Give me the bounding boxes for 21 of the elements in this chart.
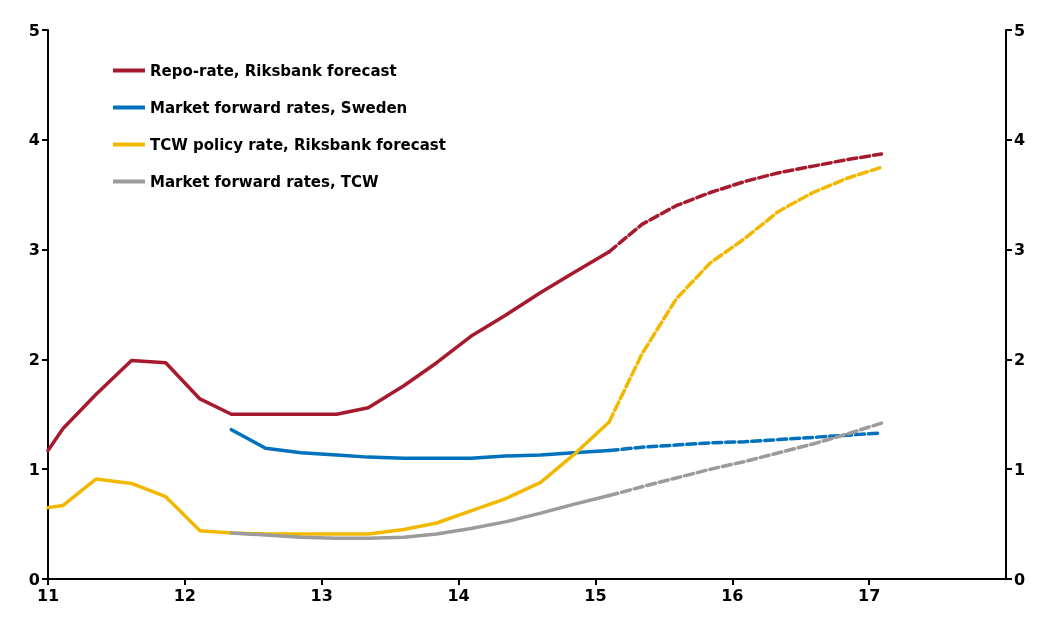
y2-tick-label: 0 [1014,569,1026,589]
y2-tick-label: 2 [1014,349,1026,369]
legend-label: Market forward rates, Sweden [150,98,408,117]
x-tick-label: 13 [310,585,333,605]
x-tick-label: 17 [858,585,881,605]
y2-tick-label: 5 [1014,20,1026,40]
legend-label: TCW policy rate, Riksbank forecast [150,135,446,154]
y-tick-label: 5 [28,20,40,40]
y-tick-label: 3 [28,240,40,260]
x-tick-label: 12 [173,585,196,605]
y-tick-label: 1 [28,459,40,479]
y-tick-label: 4 [28,130,40,150]
legend-label: Market forward rates, TCW [150,172,380,191]
x-tick-label: 14 [447,585,470,605]
y2-tick-label: 3 [1014,240,1026,260]
y2-tick-label: 1 [1014,459,1026,479]
x-tick-label: 16 [721,585,744,605]
legend-label: Repo-rate, Riksbank forecast [150,61,397,80]
y-tick-label: 2 [28,349,40,369]
x-tick-label: 15 [584,585,607,605]
y2-tick-label: 4 [1014,130,1026,150]
